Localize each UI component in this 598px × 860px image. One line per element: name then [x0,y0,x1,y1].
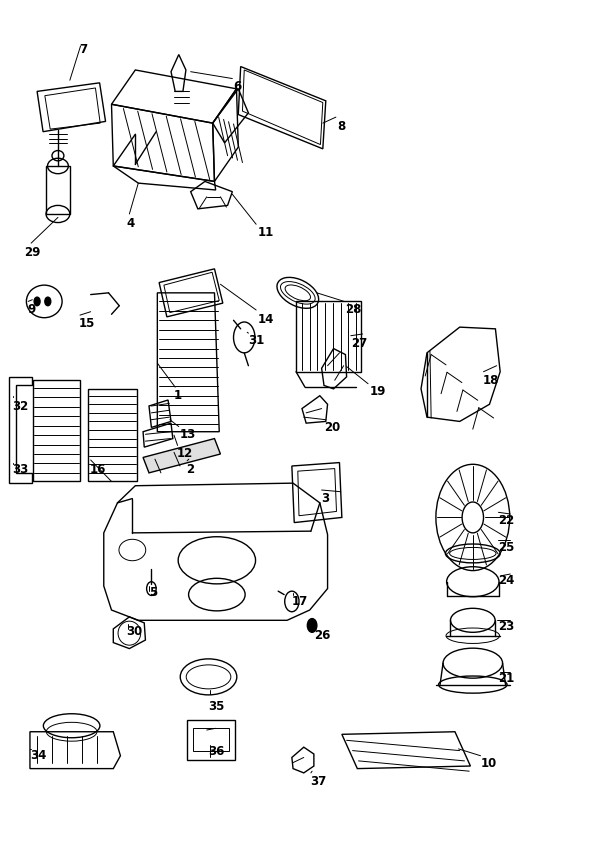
Circle shape [34,298,40,305]
Text: 31: 31 [248,334,265,347]
Text: 6: 6 [234,80,242,93]
Text: 30: 30 [126,625,143,638]
Text: 13: 13 [180,428,196,441]
Text: 34: 34 [30,749,46,762]
Text: 7: 7 [79,42,87,56]
Text: 36: 36 [209,746,225,759]
Text: 16: 16 [90,463,106,476]
Text: 37: 37 [310,775,326,788]
Text: 8: 8 [338,120,346,132]
Text: 5: 5 [149,586,157,599]
Text: 19: 19 [369,385,386,398]
Text: 18: 18 [483,374,499,387]
Text: 9: 9 [27,303,35,316]
Text: 12: 12 [177,447,193,460]
Text: 22: 22 [498,514,515,527]
Text: 1: 1 [174,389,182,402]
Text: 15: 15 [79,316,95,330]
Text: 29: 29 [24,246,41,259]
Text: 35: 35 [209,700,225,713]
Text: 4: 4 [126,218,135,230]
Text: 32: 32 [12,400,28,413]
Text: 27: 27 [352,337,368,350]
Text: 28: 28 [346,303,362,316]
Text: 20: 20 [324,421,340,434]
Text: 2: 2 [186,463,194,476]
Text: 3: 3 [322,492,329,505]
Circle shape [307,618,317,632]
Circle shape [45,298,51,305]
Text: 23: 23 [498,620,515,633]
Text: 17: 17 [292,594,308,607]
Text: 25: 25 [498,542,515,555]
Text: 24: 24 [498,574,515,587]
Text: 14: 14 [257,312,274,326]
Text: 10: 10 [481,758,497,771]
Polygon shape [143,439,221,473]
Text: 21: 21 [498,672,515,685]
Text: 26: 26 [314,629,330,642]
Text: 11: 11 [257,226,273,239]
Text: 33: 33 [12,463,28,476]
